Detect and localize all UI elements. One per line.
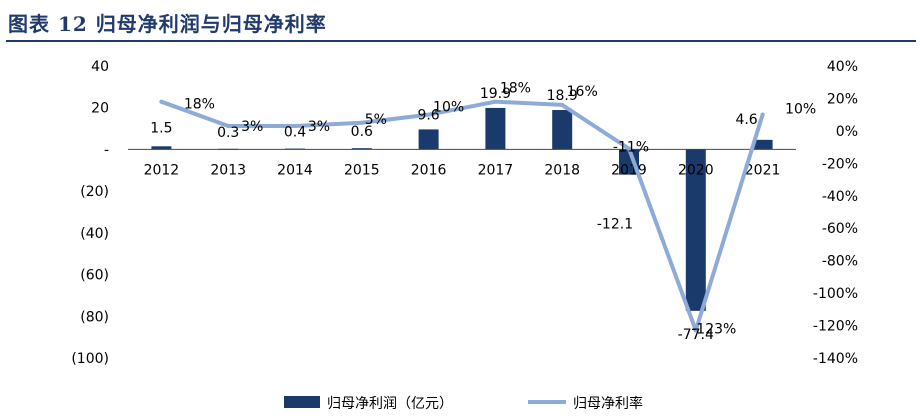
right-axis-tick-label: -140%: [813, 351, 858, 367]
line-data-label: -123%: [691, 321, 736, 337]
net-margin-point: [627, 146, 631, 151]
bar-2018: [552, 110, 573, 150]
line-data-label: 5%: [365, 112, 387, 128]
bar-2016: [418, 129, 439, 150]
net-margin-point: [693, 328, 698, 333]
bar-data-label: 0.4: [284, 125, 306, 141]
net-margin-point: [226, 124, 231, 129]
left-axis-tick-label: 20: [91, 101, 109, 117]
net-margin-point: [560, 102, 565, 107]
bar-2017: [485, 107, 506, 150]
bar-2012: [151, 146, 172, 150]
chart-title: 图表 12 归母净利润与归母净利率: [8, 12, 327, 36]
category-label: 2016: [411, 162, 447, 178]
legend-bar-label: 归母净利润（亿元）: [327, 395, 453, 412]
right-axis-tick-label: 0%: [836, 124, 858, 140]
right-axis-tick-label: -40%: [822, 189, 858, 205]
line-data-label: 10%: [433, 100, 464, 116]
line-data-label: 3%: [241, 119, 263, 135]
bar-2015: [351, 148, 372, 150]
right-axis-tick-label: 40%: [827, 59, 858, 75]
category-label: 2015: [344, 162, 380, 178]
net-margin-point: [159, 99, 164, 104]
right-axis-tick-label: 20%: [827, 91, 858, 107]
line-data-label: 18%: [184, 97, 215, 113]
left-axis-tick-label: (100): [71, 351, 109, 367]
line-data-label: 3%: [308, 119, 330, 135]
category-label: 2019: [611, 162, 647, 178]
net-margin-point: [760, 112, 765, 117]
net-margin-point: [293, 124, 297, 129]
category-label: 2014: [277, 162, 313, 178]
bar-2019: [619, 149, 639, 175]
bar-data-label: 4.6: [735, 112, 757, 128]
line-data-label: -11%: [613, 140, 649, 156]
category-label: 2021: [745, 162, 781, 178]
bar-data-label: 0.3: [217, 125, 239, 141]
category-label: 2018: [544, 162, 580, 178]
net-margin-point: [493, 99, 498, 104]
right-axis-tick-label: -120%: [813, 319, 858, 335]
bar-data-label: 0.6: [351, 124, 373, 140]
line-data-label: 10%: [785, 102, 816, 118]
category-label: 2017: [478, 162, 514, 178]
legend-bar-swatch: [284, 396, 320, 408]
left-axis-tick-label: (20): [80, 184, 109, 200]
title-rule: [6, 40, 916, 42]
left-axis-tick-label: 40: [91, 59, 109, 75]
net-margin-line: [159, 99, 765, 333]
left-axis-tick-label: (40): [80, 226, 109, 242]
bar-data-label: 18.9: [547, 88, 578, 104]
category-label: 2013: [210, 162, 246, 178]
legend-line-label: 归母净利率: [573, 395, 643, 412]
left-axis-tick-label: (80): [80, 309, 109, 325]
line-data-label: 18%: [500, 81, 531, 97]
left-axis-tick-label: (60): [80, 268, 109, 284]
bar-data-label: 1.5: [150, 120, 172, 136]
bar-data-label: -77.4: [678, 327, 714, 343]
bar-2020: [685, 149, 706, 311]
line-data-label: 16%: [567, 84, 598, 100]
right-axis-tick-label: -60%: [822, 221, 858, 237]
net-margin-point: [426, 112, 431, 117]
right-axis-tick-label: -20%: [822, 156, 858, 172]
chart-header: 图表 12 归母净利润与归母净利率: [0, 0, 920, 42]
bar-data-label: 9.6: [417, 107, 439, 123]
right-axis-tick-label: -100%: [813, 286, 858, 302]
category-label: 2012: [144, 162, 180, 178]
bar-data-label: -12.1: [597, 217, 633, 233]
left-axis-tick-label: -: [104, 142, 109, 158]
bar-data-label: 19.9: [480, 86, 511, 102]
bar-2021: [752, 139, 773, 150]
net-margin-point: [359, 120, 364, 125]
right-axis-tick-label: -80%: [822, 254, 858, 270]
category-label: 2020: [678, 162, 714, 178]
